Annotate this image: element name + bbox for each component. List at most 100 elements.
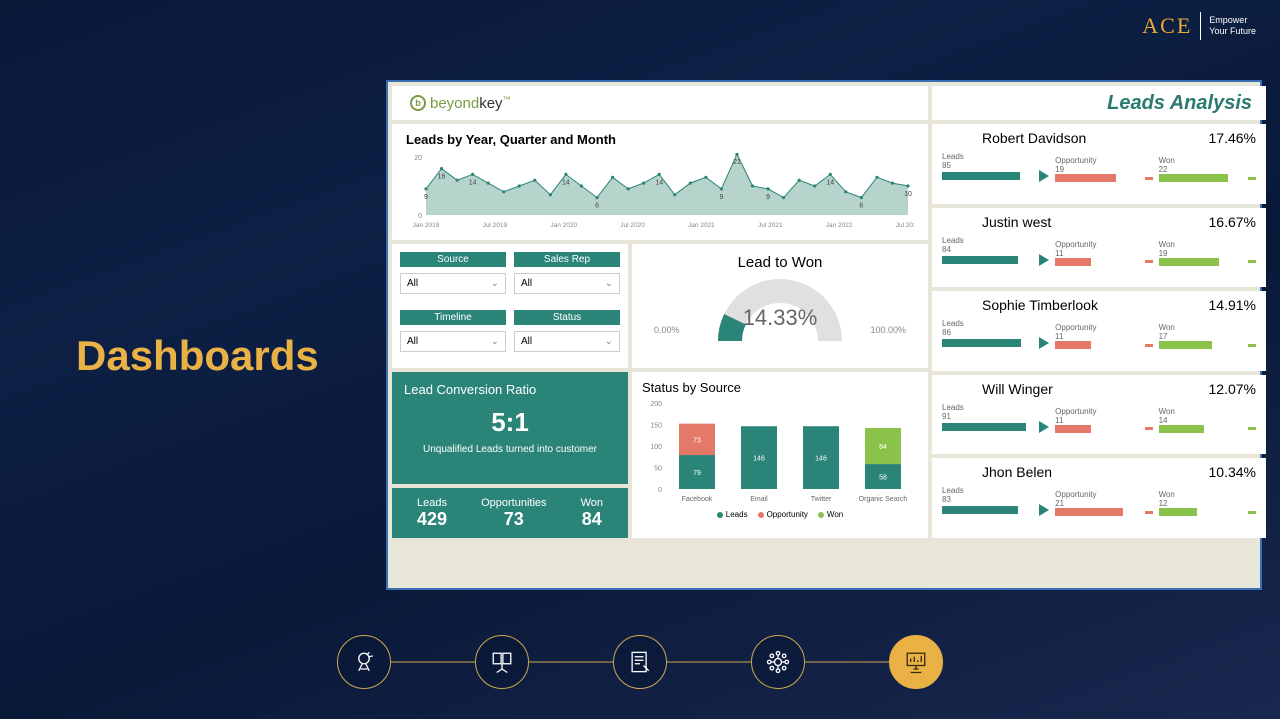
ace-tagline: EmpowerYour Future [1209, 15, 1256, 37]
filter-label: Status [514, 310, 620, 325]
beyondkey-icon: b [410, 95, 426, 111]
play-icon [1039, 421, 1049, 433]
status-legend: LeadsOpportunityWon [642, 510, 918, 519]
ace-logo: ACE EmpowerYour Future [1142, 12, 1256, 40]
svg-text:14: 14 [826, 179, 834, 186]
nav-icon-1[interactable] [337, 635, 391, 689]
conversion-card: Lead Conversion Ratio 5:1 Unqualified Le… [392, 372, 628, 484]
rep-name: Will Winger [942, 381, 1053, 397]
status-title: Status by Source [642, 380, 918, 395]
filter-status: Status All [514, 310, 620, 360]
nav-line [391, 661, 475, 663]
rep-bar-leads: Leads85 [942, 152, 1049, 182]
play-icon [1039, 504, 1049, 516]
filter-select[interactable]: All [514, 331, 620, 352]
svg-text:146: 146 [815, 456, 827, 463]
play-icon [1039, 254, 1049, 266]
rep-card: Will Winger12.07%Leads91Opportunity11Won… [932, 375, 1266, 455]
svg-text:0: 0 [658, 487, 662, 494]
svg-text:14: 14 [562, 179, 570, 186]
legend-opportunity: Opportunity [758, 510, 808, 519]
gauge-min: 0.00% [654, 325, 680, 335]
rep-name: Robert Davidson [942, 130, 1086, 146]
rep-name: Justin west [942, 214, 1051, 230]
area-chart-svg: 9161414614921914610020Jan 2019Jul 2019Ja… [406, 153, 914, 229]
filter-source: SourceAll [400, 252, 506, 302]
svg-text:Jul 2021: Jul 2021 [758, 222, 783, 229]
svg-text:9: 9 [766, 194, 770, 201]
svg-text:Jan 2022: Jan 2022 [826, 222, 853, 229]
filters-panel: SourceAll Sales Rep All Timeline All Status Al… [392, 244, 628, 368]
svg-text:Organic Search: Organic Search [859, 496, 908, 503]
svg-text:9: 9 [424, 194, 428, 201]
nav-icon-3[interactable] [613, 635, 667, 689]
dashboard-frame: b beyondkey™ Leads Analysis Leads by Yea… [386, 80, 1262, 590]
svg-text:20: 20 [414, 155, 422, 162]
rep-bar-opportunity: Opportunity11 [1055, 407, 1152, 433]
beyondkey-logo: b beyondkey™ [410, 95, 511, 112]
rep-bar-leads: Leads84 [942, 236, 1049, 266]
rep-name: Jhon Belen [942, 464, 1052, 480]
nav-icon-2[interactable] [475, 635, 529, 689]
svg-text:58: 58 [879, 475, 887, 482]
rep-bar-leads: Leads86 [942, 319, 1049, 349]
filter-sales-rep: Sales Rep All [514, 252, 620, 302]
rep-bar-opportunity: Opportunity11 [1055, 240, 1152, 266]
svg-text:Email: Email [750, 496, 768, 503]
filter-select[interactable]: All [400, 331, 506, 352]
filter-label: Sales Rep [514, 252, 620, 267]
filter-select[interactable]: All [400, 273, 506, 294]
dashboard-logo-card: b beyondkey™ [392, 86, 928, 120]
svg-text:Jul 2022: Jul 2022 [896, 222, 914, 229]
rep-pct: 17.46% [1209, 130, 1256, 146]
nav-icon-5-active[interactable] [889, 635, 943, 689]
svg-text:Facebook: Facebook [682, 496, 713, 503]
status-by-source-chart: Status by Source 0501001502007973Faceboo… [632, 372, 928, 538]
svg-text:Jan 2019: Jan 2019 [413, 222, 440, 229]
sales-reps-panel: Robert Davidson17.46%Leads85Opportunity1… [932, 124, 1266, 538]
svg-text:6: 6 [595, 203, 599, 210]
status-svg: 0501001502007973Facebook146Email146Twitt… [642, 399, 918, 503]
nav-icon-4[interactable] [751, 635, 805, 689]
nav-icons [337, 635, 943, 689]
rep-bar-opportunity: Opportunity21 [1055, 490, 1152, 516]
svg-text:Jul 2020: Jul 2020 [620, 222, 645, 229]
filter-timeline: Timeline All [400, 310, 506, 360]
rep-bar-won: Won22 [1159, 156, 1256, 182]
total-leads: Leads429 [417, 497, 447, 530]
play-icon [1039, 337, 1049, 349]
svg-text:16: 16 [438, 174, 446, 181]
play-icon [1039, 170, 1049, 182]
svg-text:79: 79 [693, 470, 701, 477]
rep-card: Robert Davidson 17.46% Leads85Opportunity1… [932, 124, 1266, 204]
beyondkey-text: beyondkey™ [430, 95, 511, 112]
rep-bar-won: Won12 [1159, 490, 1256, 516]
slide-title: Dashboards [76, 332, 319, 380]
svg-text:Jan 2021: Jan 2021 [688, 222, 715, 229]
rep-pct: 14.91% [1209, 297, 1256, 313]
ace-text: ACE [1142, 13, 1192, 39]
rep-bar-opportunity: Opportunity11 [1055, 323, 1152, 349]
rep-pct: 12.07% [1209, 381, 1256, 397]
dashboard-title: Leads Analysis [932, 86, 1266, 120]
svg-text:50: 50 [654, 466, 662, 473]
rep-card: Justin west16.67%Leads84Opportunity11Won… [932, 208, 1266, 288]
rep-bar-won: Won17 [1159, 323, 1256, 349]
total-opportunities: Opportunities73 [481, 497, 546, 530]
filter-label: Timeline [400, 310, 506, 325]
legend-won: Won [818, 510, 843, 519]
svg-text:146: 146 [753, 456, 765, 463]
svg-text:21: 21 [733, 159, 741, 166]
rep-bar-opportunity: Opportunity19 [1055, 156, 1152, 182]
conversion-title: Lead Conversion Ratio [404, 382, 616, 397]
nav-line [667, 661, 751, 663]
gauge-max: 100.00% [870, 325, 906, 335]
svg-text:9: 9 [719, 194, 723, 201]
nav-line [805, 661, 889, 663]
conversion-ratio: 5:1 [404, 407, 616, 438]
filter-select[interactable]: All [514, 273, 620, 294]
rep-name: Sophie Timberlook [942, 297, 1098, 313]
rep-bar-won: Won14 [1159, 407, 1256, 433]
rep-card: Jhon Belen10.34%Leads83Opportunity21Won1… [932, 458, 1266, 538]
rep-bar-won: Won19 [1159, 240, 1256, 266]
